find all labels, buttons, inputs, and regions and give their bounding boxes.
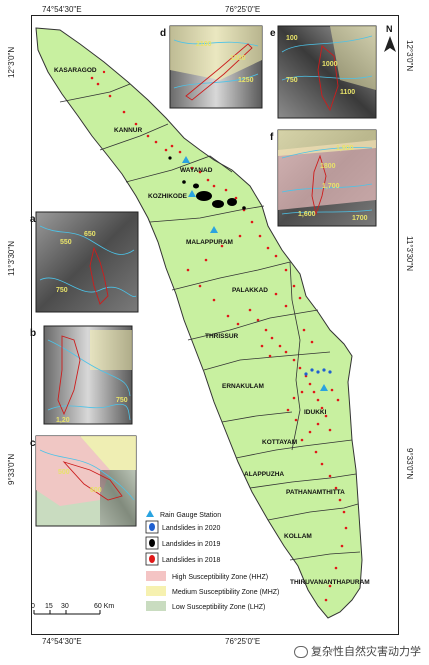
legend-2020: Landslides in 2020 bbox=[162, 525, 220, 532]
svg-text:1100: 1100 bbox=[340, 89, 355, 96]
inset-a: 550 650 750 a bbox=[30, 211, 139, 313]
district-kozhikode: KOZHIKODE bbox=[148, 193, 188, 200]
landslide-2018-points bbox=[90, 70, 348, 602]
svg-text:1,20: 1,20 bbox=[56, 417, 70, 424]
svg-text:1300: 1300 bbox=[230, 55, 246, 62]
landslide-2020-points bbox=[304, 368, 332, 376]
scale-bar: 0 15 30 60 Km bbox=[31, 603, 114, 615]
district-boundaries bbox=[59, 83, 361, 561]
svg-text:1700: 1700 bbox=[352, 215, 368, 222]
svg-text:1250: 1250 bbox=[238, 77, 254, 84]
svg-text:100: 100 bbox=[286, 35, 298, 42]
svg-text:550: 550 bbox=[60, 239, 72, 246]
district-malappuram: MALAPPURAM bbox=[186, 239, 233, 246]
legend-2020-icon bbox=[149, 523, 155, 531]
svg-text:1,700: 1,700 bbox=[322, 183, 340, 190]
inset-d: 2100 1300 1250 d bbox=[160, 25, 263, 109]
watermark-text: 复杂性自然灾害动力学 bbox=[311, 646, 421, 658]
legend-2018-icon bbox=[149, 555, 155, 563]
coord-top-mid: 76°25'0"E bbox=[225, 5, 261, 14]
inset-e-label: e bbox=[270, 28, 276, 39]
district-pathanamthitta: PATHANAMTHITTA bbox=[286, 489, 345, 496]
legend-2018: Landslides in 2018 bbox=[162, 557, 220, 564]
scale-tick-15: 15 bbox=[45, 603, 53, 610]
district-kottayam: KOTTAYAM bbox=[262, 439, 297, 446]
district-kannur: KANNUR bbox=[114, 127, 142, 134]
legend: Rain Gauge Station Landslides in 2020 La… bbox=[145, 510, 279, 611]
coord-bottom-mid: 76°25'0"E bbox=[225, 637, 261, 646]
legend-mhz: Medium Susceptibility Zone (MHZ) bbox=[172, 589, 279, 596]
district-kasaragod: KASARAGOD bbox=[54, 67, 97, 74]
svg-text:600: 600 bbox=[90, 487, 102, 494]
svg-text:N: N bbox=[386, 24, 393, 34]
scale-tick-0: 0 bbox=[31, 603, 35, 610]
inset-b-label: b bbox=[30, 328, 36, 339]
wechat-icon bbox=[294, 646, 308, 659]
district-thiruvananthapuram: THIRUVANANTHAPURAM bbox=[290, 579, 370, 586]
legend-rain-gauge-icon bbox=[146, 510, 154, 517]
scale-tick-60: 60 Km bbox=[94, 603, 114, 610]
coord-bottom-left: 74°54'30"E bbox=[42, 637, 82, 646]
inset-f: 1,900 1800 1,700 1,600 1700 f bbox=[270, 129, 377, 227]
inset-f-label: f bbox=[270, 132, 274, 143]
district-alappuzha: ALAPPUZHA bbox=[244, 471, 284, 478]
svg-text:2100: 2100 bbox=[196, 41, 212, 48]
district-wayanad: WAYANAD bbox=[180, 167, 213, 174]
svg-text:500: 500 bbox=[58, 469, 70, 476]
landslide-2019-points bbox=[168, 156, 246, 210]
coord-top-left: 74°54'30"E bbox=[42, 5, 82, 14]
inset-e: 100 1000 1100 750 e bbox=[270, 25, 377, 119]
svg-text:750: 750 bbox=[56, 287, 68, 294]
legend-lhz-swatch bbox=[146, 601, 166, 611]
inset-c-label: c bbox=[30, 438, 36, 449]
inset-c: 500 600 c bbox=[30, 435, 137, 527]
north-arrow-icon: N bbox=[384, 24, 396, 52]
district-thrissur: THRISSUR bbox=[205, 333, 239, 340]
legend-lhz: Low Susceptibility Zone (LHZ) bbox=[172, 604, 265, 611]
rain-gauge-stations bbox=[182, 156, 328, 391]
inset-d-label: d bbox=[160, 28, 166, 39]
svg-text:1800: 1800 bbox=[320, 163, 336, 170]
inset-b: 750 1,20 b bbox=[30, 325, 133, 425]
svg-text:1,900: 1,900 bbox=[336, 145, 354, 152]
legend-2019: Landslides in 2019 bbox=[162, 541, 220, 548]
district-palakkad: PALAKKAD bbox=[232, 287, 268, 294]
svg-text:650: 650 bbox=[84, 231, 96, 238]
watermark: 复杂性自然灾害动力学 bbox=[294, 643, 421, 659]
inset-a-label: a bbox=[30, 214, 36, 225]
svg-text:750: 750 bbox=[286, 77, 298, 84]
legend-2019-icon bbox=[149, 539, 155, 547]
legend-hhz-swatch bbox=[146, 571, 166, 581]
legend-hhz: High Susceptibility Zone (HHZ) bbox=[172, 574, 268, 581]
svg-text:750: 750 bbox=[116, 397, 128, 404]
district-ernakulam: ERNAKULAM bbox=[222, 383, 264, 390]
legend-mhz-swatch bbox=[146, 586, 166, 596]
svg-text:1000: 1000 bbox=[322, 61, 338, 68]
district-idukki: IDUKKI bbox=[304, 409, 327, 416]
svg-text:1,600: 1,600 bbox=[298, 211, 316, 218]
scale-tick-30: 30 bbox=[61, 603, 69, 610]
legend-rain-gauge: Rain Gauge Station bbox=[160, 512, 221, 519]
district-kollam: KOLLAM bbox=[284, 533, 312, 540]
